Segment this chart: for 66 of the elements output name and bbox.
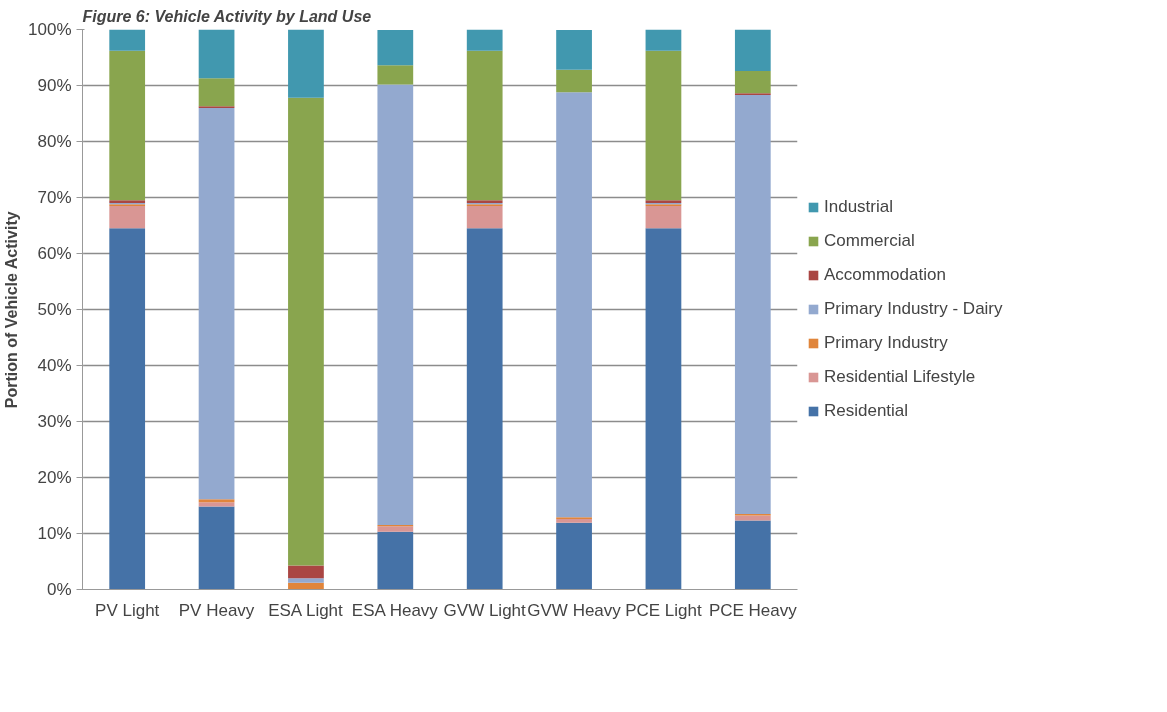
bar <box>466 228 503 590</box>
bar <box>734 29 771 71</box>
bar <box>645 29 682 51</box>
bar <box>198 506 235 590</box>
x-tick-label: ESA Heavy <box>351 600 439 620</box>
bar <box>556 522 592 590</box>
legend-label: Residential Lifestyle <box>824 367 976 387</box>
legend-label: Residential <box>824 401 909 421</box>
y-tick-label: 50% <box>37 300 72 319</box>
bar <box>109 29 146 51</box>
bar <box>109 50 146 201</box>
y-tick-label: 80% <box>37 132 72 151</box>
bar <box>109 228 146 590</box>
bar <box>288 97 324 566</box>
x-tick-label: PCE Light <box>625 600 702 620</box>
legend-label: Industrial <box>824 197 893 217</box>
y-tick-label: 20% <box>37 468 72 487</box>
bar <box>288 578 324 583</box>
x-tick-label: PCE Heavy <box>708 600 798 620</box>
bar <box>466 205 503 229</box>
x-tick-label: GVW Light <box>443 600 527 620</box>
bar <box>288 565 324 579</box>
x-tick-label: PV Heavy <box>178 600 255 620</box>
bar <box>556 69 592 93</box>
y-tick-label: 0% <box>46 580 72 599</box>
y-tick-label: 40% <box>37 356 72 375</box>
bar <box>288 29 324 98</box>
bar <box>466 50 503 201</box>
x-tick-label: PV Light <box>95 600 160 620</box>
bar <box>734 515 771 521</box>
bar <box>556 30 592 70</box>
bar <box>466 29 503 51</box>
x-tick-label: ESA Light <box>268 600 344 620</box>
legend-label: Accommodation <box>824 265 946 285</box>
bar <box>377 30 414 66</box>
bar <box>109 205 146 229</box>
bar <box>198 107 235 500</box>
y-tick-label: 90% <box>37 76 72 95</box>
bar <box>198 502 235 507</box>
x-tick-label: GVW Heavy <box>527 600 622 620</box>
y-tick-label: 10% <box>37 524 72 543</box>
bar <box>198 499 235 503</box>
bar <box>556 518 592 523</box>
bar <box>198 78 235 107</box>
bar <box>377 526 414 532</box>
bar <box>645 228 682 590</box>
y-tick-label: 60% <box>37 244 72 263</box>
bar <box>734 520 771 590</box>
chart-title: Figure 6: Vehicle Activity by Land Use <box>82 7 372 25</box>
legend-label: Primary Industry - Dairy <box>824 299 1003 319</box>
bar <box>288 582 324 590</box>
y-tick-label: 70% <box>37 188 72 207</box>
bar <box>377 84 414 526</box>
bar <box>645 50 682 201</box>
y-axis-title: Portion of Vehicle Activity <box>3 211 21 409</box>
legend-label: Primary Industry <box>824 333 948 353</box>
y-tick-label: 100% <box>28 20 72 39</box>
bar <box>734 70 771 94</box>
bar <box>377 531 414 590</box>
bar <box>556 92 592 518</box>
bar <box>198 29 235 79</box>
bar <box>734 95 771 514</box>
bar <box>377 65 414 85</box>
legend-label: Commercial <box>824 231 915 251</box>
bar <box>645 205 682 229</box>
y-tick-label: 30% <box>37 412 72 431</box>
